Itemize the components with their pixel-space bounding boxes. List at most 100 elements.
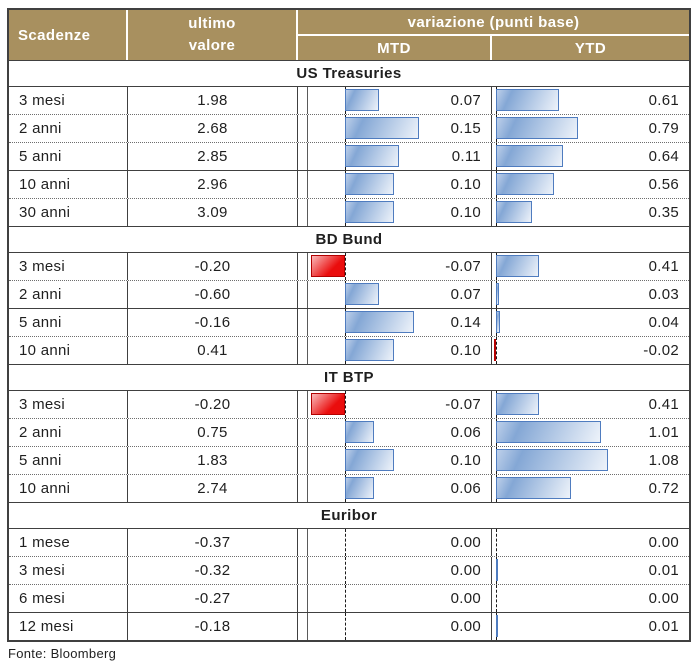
ytd-bar — [496, 173, 555, 195]
mtd-bar — [345, 339, 394, 361]
ytd-chart-cell: 0.56 — [492, 171, 689, 198]
mtd-zero-axis — [345, 529, 346, 556]
ytd-bar — [496, 615, 498, 637]
ytd-chart-cell: 0.35 — [492, 199, 689, 226]
table-row: 3 mesi 1.98 0.07 0.61 — [9, 87, 689, 114]
mtd-bar — [345, 173, 394, 195]
last-value: -0.32 — [128, 557, 298, 584]
ytd-zero-axis — [496, 529, 497, 556]
mtd-value: 0.07 — [450, 286, 481, 303]
ytd-zero-axis — [496, 337, 497, 364]
section-title: US Treasuries — [9, 60, 689, 87]
ytd-value: 0.79 — [648, 120, 679, 137]
last-value: -0.20 — [128, 253, 298, 280]
ytd-chart-cell: 0.00 — [492, 585, 689, 612]
ytd-bar — [496, 283, 500, 305]
mtd-value: 0.00 — [450, 618, 481, 635]
mtd-bar — [345, 145, 399, 167]
ytd-chart-cell: 0.04 — [492, 309, 689, 336]
ytd-value: 0.72 — [648, 480, 679, 497]
ytd-value: 0.01 — [648, 618, 679, 635]
plot-area-edge — [307, 253, 308, 280]
maturity-label: 3 mesi — [9, 253, 128, 280]
mtd-chart-cell: 0.00 — [298, 557, 492, 584]
table-header: Scadenze ultimo valore variazione (punti… — [9, 10, 689, 60]
ytd-value: -0.02 — [643, 342, 679, 359]
table-body: US Treasuries 3 mesi 1.98 0.07 0.61 2 anni 2.6… — [9, 60, 689, 640]
ytd-chart-cell: 0.41 — [492, 391, 689, 418]
ytd-chart-cell: 0.61 — [492, 87, 689, 114]
plot-area-edge — [307, 585, 308, 612]
last-value: 1.98 — [128, 87, 298, 114]
ytd-bar — [496, 311, 501, 333]
plot-area-edge — [307, 419, 308, 446]
ytd-chart-cell: 0.64 — [492, 143, 689, 170]
plot-area-edge — [307, 447, 308, 474]
mtd-chart-cell: 0.07 — [298, 87, 492, 114]
section-title: BD Bund — [9, 226, 689, 253]
table-row: 10 anni 2.74 0.06 0.72 — [9, 474, 689, 502]
table-row: 3 mesi -0.20 -0.07 0.41 — [9, 391, 689, 418]
mtd-zero-axis — [345, 557, 346, 584]
ytd-chart-cell: 0.01 — [492, 557, 689, 584]
last-value: -0.18 — [128, 613, 298, 640]
ytd-value: 0.03 — [648, 286, 679, 303]
mtd-bar — [345, 449, 394, 471]
maturity-label: 2 anni — [9, 419, 128, 446]
last-value: -0.16 — [128, 309, 298, 336]
table-row: 3 mesi -0.20 -0.07 0.41 — [9, 253, 689, 280]
mtd-value: 0.00 — [450, 534, 481, 551]
last-value: 2.68 — [128, 115, 298, 142]
maturity-label: 3 mesi — [9, 391, 128, 418]
mtd-value: -0.07 — [445, 396, 481, 413]
yields-table: Scadenze ultimo valore variazione (punti… — [7, 8, 691, 642]
ytd-bar — [496, 393, 539, 415]
mtd-value: -0.07 — [445, 258, 481, 275]
mtd-zero-axis — [345, 613, 346, 640]
plot-area-edge — [307, 529, 308, 556]
maturity-label: 10 anni — [9, 475, 128, 502]
mtd-chart-cell: 0.00 — [298, 613, 492, 640]
plot-area-edge — [307, 115, 308, 142]
mtd-chart-cell: 0.14 — [298, 309, 492, 336]
table-row: 2 anni -0.60 0.07 0.03 — [9, 280, 689, 308]
mtd-value: 0.00 — [450, 562, 481, 579]
ytd-bar — [496, 477, 571, 499]
last-value: 0.41 — [128, 337, 298, 364]
maturity-label: 12 mesi — [9, 613, 128, 640]
ytd-bar — [496, 145, 563, 167]
header-ultimo-valore: ultimo valore — [128, 10, 298, 60]
ytd-bar — [496, 117, 579, 139]
header-variazione: variazione (punti base) — [298, 10, 689, 36]
last-value: -0.20 — [128, 391, 298, 418]
ytd-value: 0.61 — [648, 92, 679, 109]
table-row: 12 mesi -0.18 0.00 0.01 — [9, 612, 689, 640]
table-row: 2 anni 2.68 0.15 0.79 — [9, 114, 689, 142]
table-row: 2 anni 0.75 0.06 1.01 — [9, 418, 689, 446]
table-row: 10 anni 0.41 0.10 -0.02 — [9, 336, 689, 364]
ytd-chart-cell: 0.03 — [492, 281, 689, 308]
last-value: -0.60 — [128, 281, 298, 308]
header-ultimo-line1: ultimo — [188, 15, 236, 32]
last-value: -0.37 — [128, 529, 298, 556]
source-note: Fonte: Bloomberg — [8, 646, 117, 661]
plot-area-edge — [307, 143, 308, 170]
mtd-value: 0.06 — [450, 424, 481, 441]
ytd-zero-axis — [496, 585, 497, 612]
mtd-chart-cell: 0.15 — [298, 115, 492, 142]
maturity-label: 2 anni — [9, 281, 128, 308]
maturity-label: 1 mese — [9, 529, 128, 556]
mtd-value: 0.10 — [450, 342, 481, 359]
plot-area-edge — [307, 613, 308, 640]
mtd-chart-cell: 0.06 — [298, 419, 492, 446]
plot-area-edge — [307, 171, 308, 198]
maturity-label: 6 mesi — [9, 585, 128, 612]
header-scadenze-label: Scadenze — [18, 26, 91, 44]
table-row: 5 anni 1.83 0.10 1.08 — [9, 446, 689, 474]
mtd-chart-cell: 0.10 — [298, 447, 492, 474]
table-row: 10 anni 2.96 0.10 0.56 — [9, 170, 689, 198]
mtd-value: 0.15 — [450, 120, 481, 137]
table-row: 5 anni 2.85 0.11 0.64 — [9, 142, 689, 170]
mtd-chart-cell: 0.00 — [298, 529, 492, 556]
section-us-treasuries: US Treasuries 3 mesi 1.98 0.07 0.61 2 anni 2.6… — [9, 60, 689, 226]
